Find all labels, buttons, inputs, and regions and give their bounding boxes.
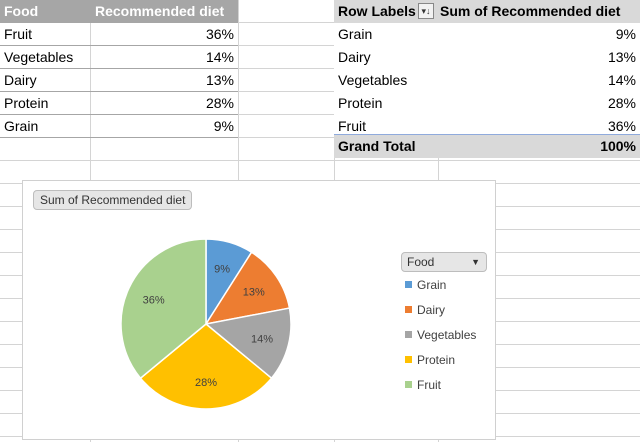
row-labels-header[interactable]: Row Labels (338, 3, 416, 19)
table-row: Grain 9% (0, 115, 238, 138)
grand-total-row: Grand Total 100% (334, 134, 640, 158)
pivot-row-label[interactable]: Fruit (338, 118, 366, 134)
pivot-row-value[interactable]: 14% (607, 72, 636, 88)
value-cell[interactable]: 14% (205, 49, 234, 65)
legend-label: Dairy (417, 303, 446, 317)
legend-label: Protein (417, 353, 456, 367)
table-row: Dairy 13% (0, 69, 238, 92)
pivot-row-value[interactable]: 28% (607, 95, 636, 111)
legend-label: Vegetables (417, 328, 477, 342)
pie-slice-fruit[interactable] (120, 238, 207, 380)
filter-sort-icon[interactable]: ▾↓ (418, 3, 434, 19)
header-recommended-diet[interactable]: Recommended diet (95, 3, 225, 19)
food-cell[interactable]: Vegetables (4, 49, 74, 65)
pivot-row-label[interactable]: Dairy (338, 49, 371, 65)
dropdown-arrow-icon: ▼ (471, 257, 480, 267)
pie-slice-dairy[interactable] (204, 251, 291, 326)
pie-chart[interactable]: 9% 13% 14% 28% 36% (115, 233, 297, 415)
food-cell[interactable]: Protein (4, 95, 49, 111)
value-cell[interactable]: 36% (205, 26, 234, 42)
pivot-row: Grain 9% (334, 23, 640, 46)
data-label: 36% (143, 294, 165, 306)
pivot-row: Vegetables 14% (334, 69, 640, 92)
legend-swatch (405, 356, 412, 363)
legend-field-button[interactable]: Food ▼ (401, 252, 487, 272)
pivot-row: Protein 28% (334, 92, 640, 115)
legend-label: Grain (417, 278, 447, 292)
pivot-row-value[interactable]: 36% (607, 118, 636, 134)
pivot-row-label[interactable]: Vegetables (338, 72, 408, 88)
table-row: Fruit 36% (0, 23, 238, 46)
header-food[interactable]: Food (4, 3, 39, 19)
value-cell[interactable]: 9% (213, 118, 234, 134)
pivot-row-label[interactable]: Grain (338, 26, 373, 42)
data-label: 14% (251, 333, 273, 345)
legend-swatch (405, 306, 412, 313)
pivot-row-value[interactable]: 9% (615, 26, 636, 42)
data-label: 13% (243, 287, 265, 299)
data-label: 9% (214, 263, 230, 275)
pivot-row: Fruit 36% (334, 115, 640, 138)
legend-field-label: Food (407, 255, 435, 269)
pie-slice-vegetables[interactable] (204, 307, 292, 380)
legend-swatch (405, 381, 412, 388)
legend-label: Fruit (417, 378, 441, 392)
food-cell[interactable]: Dairy (4, 72, 37, 88)
legend-swatch (405, 281, 412, 288)
pie-slice-protein[interactable] (139, 323, 273, 410)
food-cell[interactable]: Grain (4, 118, 39, 134)
value-field-button[interactable]: Sum of Recommended diet (33, 190, 193, 210)
legend-swatch (405, 331, 412, 338)
grand-total-label[interactable]: Grand Total (338, 138, 416, 154)
value-cell[interactable]: 13% (205, 72, 234, 88)
pivot-row-label[interactable]: Protein (338, 95, 383, 111)
sum-header[interactable]: Sum of Recommended diet (440, 3, 621, 19)
grand-total-value[interactable]: 100% (600, 138, 636, 154)
pivot-chart[interactable]: Sum of Recommended diet 9% 13% 14% 28% 36% F… (22, 180, 496, 440)
food-cell[interactable]: Fruit (4, 26, 32, 42)
table-row: Protein 28% (0, 92, 238, 115)
pivot-row-value[interactable]: 13% (607, 49, 636, 65)
value-cell[interactable]: 28% (205, 95, 234, 111)
table-row: Vegetables 14% (0, 46, 238, 69)
data-label: 28% (195, 377, 217, 389)
pivot-row: Dairy 13% (334, 46, 640, 69)
source-table-header: Food Recommended diet (0, 0, 238, 23)
pivot-table-header: Row Labels ▾↓ Sum of Recommended diet (334, 0, 640, 23)
